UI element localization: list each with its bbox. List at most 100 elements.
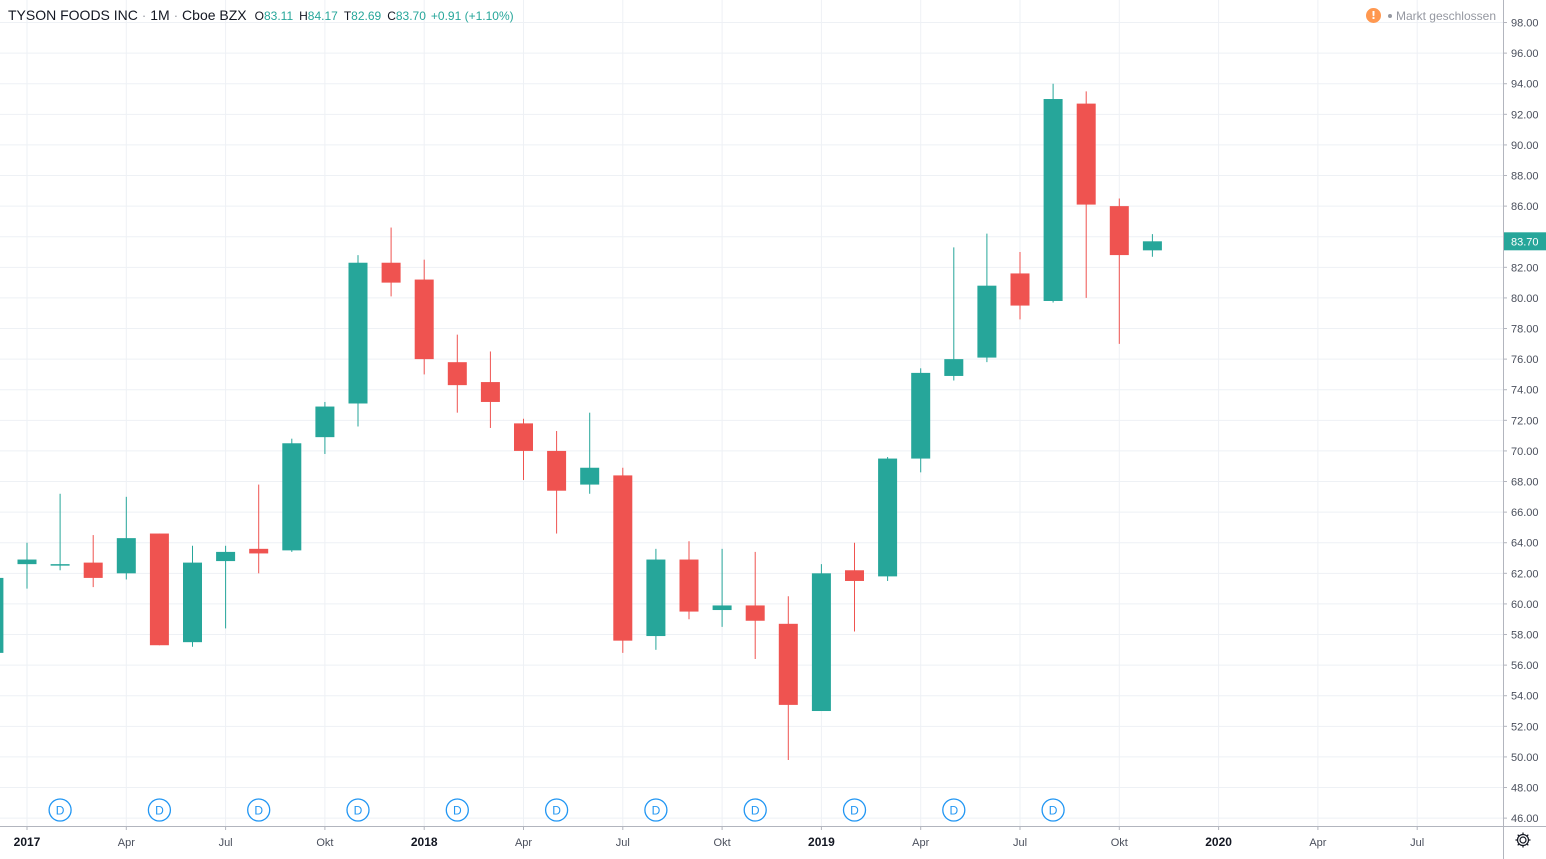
candle[interactable]: [216, 545, 236, 629]
dividend-marker-circle[interactable]: [445, 798, 469, 822]
candlestick-series[interactable]: [0, 83, 1162, 760]
candle[interactable]: [547, 431, 567, 534]
dividend-marker[interactable]: D: [147, 798, 172, 822]
candle[interactable]: [845, 542, 864, 632]
dividend-marker-circle[interactable]: [743, 798, 767, 822]
warning-icon[interactable]: !: [1365, 8, 1381, 23]
candle[interactable]: [414, 259, 434, 375]
dividend-marker-circle[interactable]: [147, 798, 172, 822]
candle-body[interactable]: [17, 559, 37, 565]
dividend-marker-circle[interactable]: [544, 798, 569, 822]
candle-body[interactable]: [480, 382, 500, 402]
candle[interactable]: [480, 351, 500, 428]
dividend-marker[interactable]: D: [346, 798, 370, 822]
price-axis[interactable]: 46.00 48.00 50.00 52.00 54.00 56.00 58.00 60.00…: [1511, 18, 1539, 826]
candle-body[interactable]: [83, 562, 103, 578]
candle[interactable]: [1010, 252, 1030, 320]
candle[interactable]: [679, 541, 699, 620]
candle-body[interactable]: [1043, 99, 1063, 301]
dividend-marker[interactable]: D: [644, 798, 668, 822]
dividend-marker-circle[interactable]: [247, 798, 271, 822]
candle[interactable]: [977, 233, 997, 363]
candle[interactable]: [1043, 83, 1063, 303]
candle[interactable]: [348, 255, 368, 427]
dividend-marker-circle[interactable]: [842, 798, 867, 822]
dividend-marker[interactable]: D: [544, 798, 569, 822]
candle[interactable]: [50, 493, 70, 571]
dividend-marker-circle[interactable]: [346, 798, 370, 822]
candle-body[interactable]: [50, 564, 70, 566]
candle[interactable]: [878, 457, 898, 581]
dividend-marker[interactable]: D: [942, 798, 966, 822]
candle[interactable]: [249, 484, 269, 574]
dividend-marker-circle[interactable]: [48, 798, 72, 822]
candle-body[interactable]: [1010, 273, 1030, 306]
candle[interactable]: [282, 438, 302, 552]
candle-body[interactable]: [216, 551, 236, 562]
dividend-marker-circle[interactable]: [644, 798, 668, 822]
candle-body[interactable]: [811, 573, 831, 712]
candle[interactable]: [381, 227, 401, 297]
dividend-marker-circle[interactable]: [1041, 798, 1065, 822]
candle[interactable]: [811, 564, 831, 712]
candle-body[interactable]: [845, 570, 864, 581]
candle[interactable]: [17, 542, 37, 589]
candle[interactable]: [116, 496, 136, 580]
dividend-marker[interactable]: D: [445, 798, 469, 822]
candle[interactable]: [1109, 198, 1129, 344]
candle-body[interactable]: [580, 467, 600, 485]
market-status[interactable]: ! Markt geschlossen: [1365, 8, 1496, 23]
candle-body[interactable]: [315, 406, 335, 438]
candle-body[interactable]: [547, 450, 567, 491]
candle-body[interactable]: [911, 372, 931, 459]
candle[interactable]: [944, 247, 964, 381]
candle[interactable]: [1076, 91, 1096, 298]
candle-body[interactable]: [348, 262, 368, 404]
candle-body[interactable]: [249, 548, 269, 554]
candle-body[interactable]: [0, 577, 4, 653]
candle[interactable]: [745, 551, 765, 659]
candle[interactable]: [613, 467, 633, 653]
candle-body[interactable]: [712, 605, 732, 611]
interval-label[interactable]: 1M: [150, 7, 170, 23]
candle-body[interactable]: [1109, 206, 1129, 256]
time-axis[interactable]: 2017 Apr Jul Okt 2018 Apr Jul Okt 2019 Apr Jul Okt 2…: [14, 835, 1425, 849]
dividend-marker[interactable]: D: [1041, 798, 1065, 822]
candle-body[interactable]: [878, 458, 898, 577]
candle-body[interactable]: [282, 443, 302, 551]
dividend-marker[interactable]: D: [842, 798, 867, 822]
dividend-marker[interactable]: D: [48, 798, 72, 822]
candle[interactable]: [514, 418, 533, 480]
dividend-marker-circle[interactable]: [942, 798, 966, 822]
candle[interactable]: [778, 596, 798, 760]
candle[interactable]: [580, 412, 600, 494]
candle[interactable]: [712, 548, 732, 627]
dividend-marker[interactable]: D: [247, 798, 271, 822]
candle[interactable]: [183, 545, 202, 647]
candle-body[interactable]: [381, 262, 401, 283]
dividend-marker[interactable]: D: [743, 798, 767, 822]
candle-body[interactable]: [778, 623, 798, 705]
symbol-name[interactable]: TYSON FOODS INC: [8, 7, 138, 23]
candle-body[interactable]: [679, 559, 699, 612]
candle[interactable]: [646, 548, 666, 650]
candle-body[interactable]: [745, 605, 765, 621]
candle-body[interactable]: [1142, 241, 1162, 251]
candle-body[interactable]: [149, 533, 169, 646]
candle-body[interactable]: [1076, 103, 1096, 205]
candle[interactable]: [315, 401, 335, 454]
candle-body[interactable]: [414, 279, 434, 360]
candle-body[interactable]: [977, 285, 997, 358]
candle-body[interactable]: [646, 559, 666, 637]
candle-body[interactable]: [116, 538, 136, 574]
candle[interactable]: [149, 533, 169, 646]
gear-icon[interactable]: [1513, 830, 1533, 850]
candle-body[interactable]: [514, 423, 533, 451]
candle[interactable]: [447, 334, 467, 413]
candle[interactable]: [911, 368, 931, 473]
candle[interactable]: [0, 576, 4, 653]
candle-body[interactable]: [183, 562, 202, 643]
candle[interactable]: [1142, 234, 1162, 257]
candle-body[interactable]: [944, 359, 964, 376]
